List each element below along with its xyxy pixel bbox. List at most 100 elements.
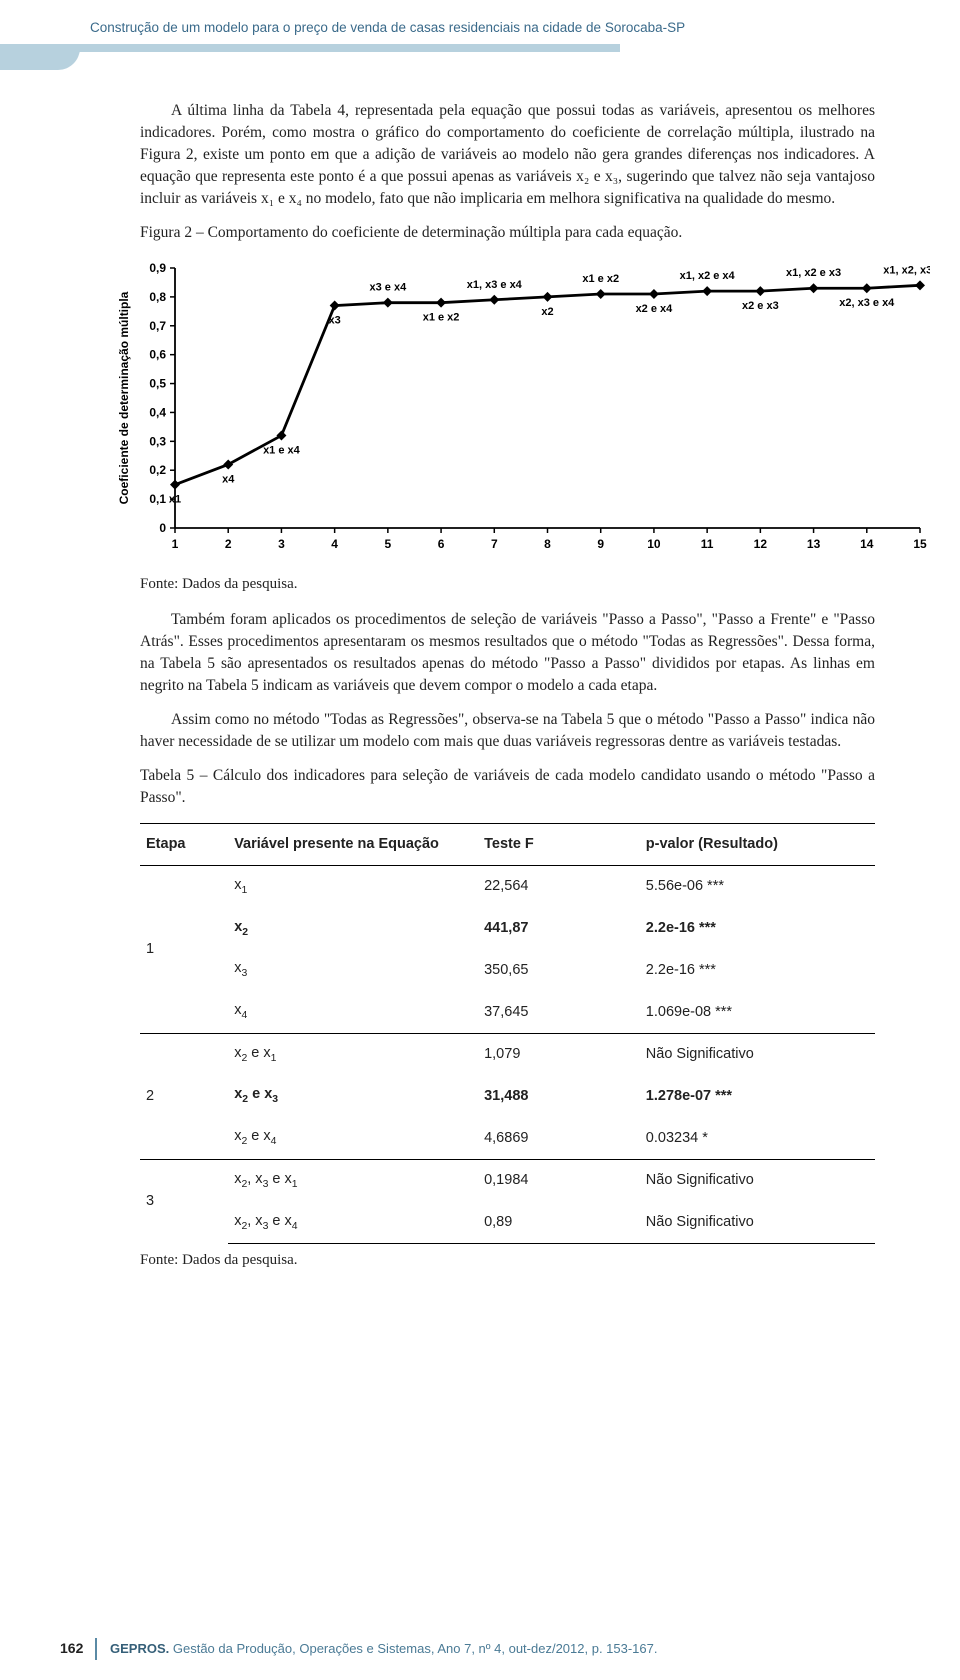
table-cell: 1.069e-08 *** bbox=[640, 991, 875, 1033]
svg-text:0,9: 0,9 bbox=[149, 261, 166, 275]
svg-text:11: 11 bbox=[701, 537, 714, 551]
table-cell: Não Significativo bbox=[640, 1202, 875, 1244]
svg-text:x4: x4 bbox=[222, 473, 235, 485]
svg-text:7: 7 bbox=[491, 537, 498, 551]
footer-citation-text: Gestão da Produção, Operações e Sistemas… bbox=[173, 1641, 658, 1656]
table-cell: x2, x3 e x4 bbox=[228, 1202, 478, 1244]
table-cell: Não Significativo bbox=[640, 1159, 875, 1201]
svg-text:5: 5 bbox=[385, 537, 392, 551]
stage-cell: 3 bbox=[140, 1159, 228, 1243]
chart-svg: 00,10,20,30,40,50,60,70,80,9123456789101… bbox=[110, 254, 930, 564]
svg-text:x1 e x2: x1 e x2 bbox=[582, 273, 619, 285]
table-header-cell: Teste F bbox=[478, 824, 640, 866]
svg-text:2: 2 bbox=[225, 537, 232, 551]
table-5: EtapaVariável presente na EquaçãoTeste F… bbox=[140, 823, 875, 1244]
table-cell: Não Significativo bbox=[640, 1033, 875, 1075]
svg-text:x1 e x2: x1 e x2 bbox=[423, 312, 460, 324]
svg-text:x1 e x4: x1 e x4 bbox=[263, 445, 301, 457]
svg-text:1: 1 bbox=[172, 537, 179, 551]
stage-cell: 1 bbox=[140, 865, 228, 1033]
table-header-cell: p-valor (Resultado) bbox=[640, 824, 875, 866]
svg-text:0: 0 bbox=[159, 521, 166, 535]
table-cell: 441,87 bbox=[478, 908, 640, 950]
svg-text:10: 10 bbox=[647, 537, 661, 551]
table-cell: x2 e x3 bbox=[228, 1075, 478, 1117]
svg-text:x2, x3 e x4: x2, x3 e x4 bbox=[839, 297, 895, 309]
table-cell: x2 e x1 bbox=[228, 1033, 478, 1075]
table-row: 3x2, x3 e x10,1984Não Significativo bbox=[140, 1159, 875, 1201]
table-cell: 22,564 bbox=[478, 865, 640, 907]
table-5-source: Fonte: Dados da pesquisa. bbox=[140, 1250, 875, 1271]
svg-text:4: 4 bbox=[331, 537, 338, 551]
table-row: x2441,872.2e-16 *** bbox=[140, 908, 875, 950]
table-cell: x1 bbox=[228, 865, 478, 907]
table-cell: 1,079 bbox=[478, 1033, 640, 1075]
svg-text:0,4: 0,4 bbox=[149, 405, 166, 419]
table-cell: 0,89 bbox=[478, 1202, 640, 1244]
svg-text:0,2: 0,2 bbox=[149, 463, 166, 477]
table-cell: x2 bbox=[228, 908, 478, 950]
svg-text:8: 8 bbox=[544, 537, 551, 551]
table-cell: 2.2e-16 *** bbox=[640, 908, 875, 950]
svg-text:x1, x2 e x4: x1, x2 e x4 bbox=[680, 270, 736, 282]
table-cell: 0,1984 bbox=[478, 1159, 640, 1201]
header-band: Construção de um modelo para o preço de … bbox=[0, 0, 960, 70]
table-header-cell: Etapa bbox=[140, 824, 228, 866]
svg-text:x2 e x4: x2 e x4 bbox=[636, 303, 674, 315]
svg-text:0,8: 0,8 bbox=[149, 290, 166, 304]
svg-text:0,6: 0,6 bbox=[149, 348, 166, 362]
svg-text:12: 12 bbox=[754, 537, 768, 551]
table-row: 1x122,5645.56e-06 *** bbox=[140, 865, 875, 907]
table-cell: 5.56e-06 *** bbox=[640, 865, 875, 907]
footer-citation: GEPROS. Gestão da Produção, Operações e … bbox=[110, 1641, 658, 1656]
para-1: A última linha da Tabela 4, representada… bbox=[140, 100, 875, 210]
table-cell: 2.2e-16 *** bbox=[640, 949, 875, 991]
svg-text:9: 9 bbox=[597, 537, 604, 551]
table-cell: 31,488 bbox=[478, 1075, 640, 1117]
svg-text:x2 e x3: x2 e x3 bbox=[742, 300, 779, 312]
table-cell: 4,6869 bbox=[478, 1117, 640, 1159]
svg-text:x3: x3 bbox=[329, 315, 341, 327]
table-cell: 0.03234 * bbox=[640, 1117, 875, 1159]
table-cell: 350,65 bbox=[478, 949, 640, 991]
figure-2-title: Figura 2 – Comportamento do coeficiente … bbox=[140, 222, 875, 244]
para-3: Assim como no método "Todas as Regressõe… bbox=[140, 709, 875, 753]
svg-text:0,5: 0,5 bbox=[149, 377, 166, 391]
table-row: x2 e x44,68690.03234 * bbox=[140, 1117, 875, 1159]
svg-text:x1, x2, x3 e x4: x1, x2, x3 e x4 bbox=[883, 264, 930, 276]
table-cell: 37,645 bbox=[478, 991, 640, 1033]
svg-text:13: 13 bbox=[807, 537, 821, 551]
svg-text:0,1: 0,1 bbox=[149, 492, 166, 506]
svg-text:x2: x2 bbox=[541, 306, 553, 318]
table-row: 2x2 e x11,079Não Significativo bbox=[140, 1033, 875, 1075]
stage-cell: 2 bbox=[140, 1033, 228, 1159]
table-row: x3350,652.2e-16 *** bbox=[140, 949, 875, 991]
table-5-title: Tabela 5 – Cálculo dos indicadores para … bbox=[140, 765, 875, 809]
page-running-title: Construção de um modelo para o preço de … bbox=[90, 20, 685, 35]
table-row: x2, x3 e x40,89Não Significativo bbox=[140, 1202, 875, 1244]
figure-2-source: Fonte: Dados da pesquisa. bbox=[140, 574, 875, 595]
table-cell: x4 bbox=[228, 991, 478, 1033]
svg-text:0,7: 0,7 bbox=[149, 319, 166, 333]
svg-text:Coeficiente de determinação mú: Coeficiente de determinação múltipla bbox=[117, 291, 131, 504]
table-header-cell: Variável presente na Equação bbox=[228, 824, 478, 866]
header-tab bbox=[0, 44, 80, 70]
figure-2-chart: 00,10,20,30,40,50,60,70,80,9123456789101… bbox=[110, 254, 930, 564]
table-cell: x3 bbox=[228, 949, 478, 991]
footer-divider bbox=[95, 1638, 97, 1660]
table-cell: 1.278e-07 *** bbox=[640, 1075, 875, 1117]
table-row: x2 e x331,4881.278e-07 *** bbox=[140, 1075, 875, 1117]
table-cell: x2, x3 e x1 bbox=[228, 1159, 478, 1201]
page-number: 162 bbox=[60, 1640, 83, 1656]
table-row: x437,6451.069e-08 *** bbox=[140, 991, 875, 1033]
svg-text:14: 14 bbox=[860, 537, 874, 551]
page-footer: 162 GEPROS. Gestão da Produção, Operaçõe… bbox=[0, 1630, 960, 1660]
svg-text:15: 15 bbox=[913, 537, 927, 551]
table-cell: x2 e x4 bbox=[228, 1117, 478, 1159]
para-2: Também foram aplicados os procedimentos … bbox=[140, 609, 875, 697]
svg-text:x3 e x4: x3 e x4 bbox=[370, 282, 408, 294]
page-content: A última linha da Tabela 4, representada… bbox=[0, 70, 960, 1272]
svg-text:x1, x3 e x4: x1, x3 e x4 bbox=[467, 279, 523, 291]
svg-text:x1, x2 e x3: x1, x2 e x3 bbox=[786, 267, 841, 279]
svg-text:6: 6 bbox=[438, 537, 445, 551]
